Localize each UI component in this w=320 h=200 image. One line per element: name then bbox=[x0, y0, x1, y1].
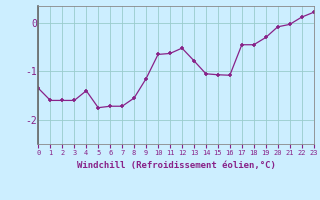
X-axis label: Windchill (Refroidissement éolien,°C): Windchill (Refroidissement éolien,°C) bbox=[76, 161, 276, 170]
